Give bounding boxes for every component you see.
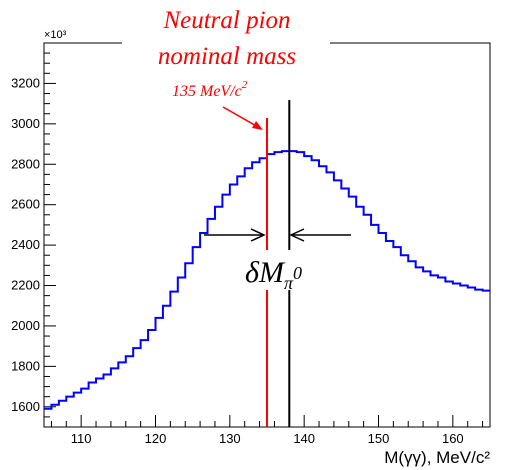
y-tick-label: 2000 [11,318,40,333]
y-tick-label: 2400 [11,237,40,252]
delta-right-arrow [289,228,351,242]
annotation-title-line2: nominal mass [158,43,296,70]
y-tick-label: 3000 [11,116,40,131]
annotation-pointer-arrow [222,106,259,128]
annotation-mass-value-text: 135 MeV/c [172,83,242,100]
y-tick-label: 2200 [11,278,40,293]
annotation-pointer-arrowhead [252,121,263,130]
y-tick-label: 3200 [11,75,40,90]
x-tick-label: 130 [219,431,241,446]
x-tick-label: 140 [293,431,315,446]
x-axis-title: M(γγ), MeV/c² [384,448,490,467]
y-axis: 1600 1800 2000 2200 2400 2600 2800 3000 3200 [11,52,56,428]
delta-label-background [244,250,324,290]
x-tick-label: 120 [145,431,167,446]
annotation-mass-value-sup: 2 [242,79,248,91]
y-tick-label: 1800 [11,358,40,373]
y-tick-label: 1600 [11,399,40,414]
delta-left-arrow [204,228,266,242]
delta-label-sub-sup: 0 [293,263,302,283]
annotation-title-line1: Neutral pion [162,7,290,34]
x-axis: 110 120 130 140 150 160 [50,415,484,446]
y-axis-multiplier: ×10³ [44,29,67,41]
delta-label: δMπ0 [245,256,302,293]
delta-label-main: δM [245,256,286,289]
x-tick-label: 150 [368,431,390,446]
delta-label-sub: π [284,273,294,293]
x-tick-label: 160 [442,431,464,446]
annotation-background [122,36,330,50]
annotation-mass-value: 135 MeV/c2 [172,79,248,100]
y-tick-label: 2600 [11,197,40,212]
y-tick-label: 2800 [11,156,40,171]
x-tick-label: 110 [71,431,92,446]
